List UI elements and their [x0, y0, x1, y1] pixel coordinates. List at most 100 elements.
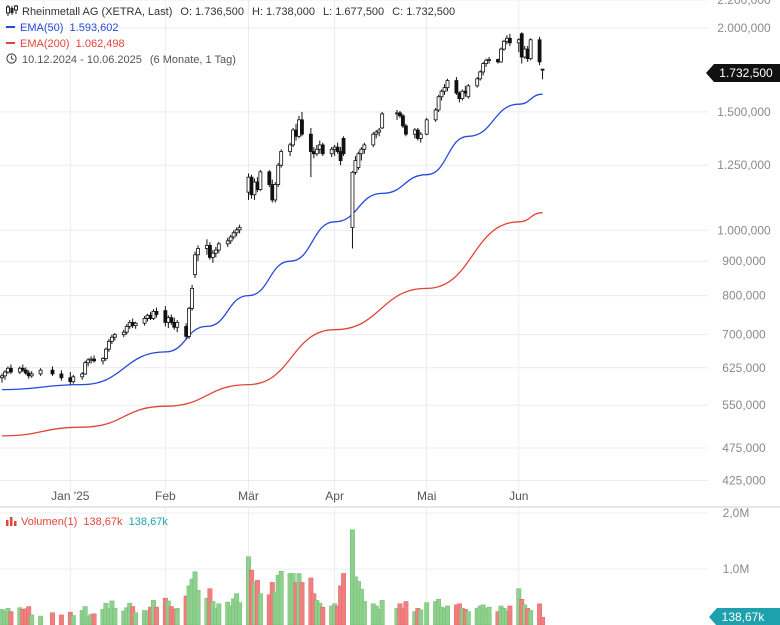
volume-bar [540, 616, 545, 625]
legend-ohlc: Rheinmetall AG (XETRA, Last) O: 1.736,500… [6, 4, 455, 20]
candle-body [50, 369, 55, 375]
period-label: (6 Monate, 1 Tag) [149, 54, 236, 66]
candle-body [481, 63, 486, 73]
date-range: 10.12.2024 - 10.06.2025 [22, 54, 142, 66]
chart-grid [0, 0, 708, 491]
volume-bar [403, 601, 409, 625]
candle-body [353, 160, 358, 173]
candle-body [205, 245, 209, 249]
candle-body [38, 369, 43, 375]
candle-body [216, 243, 221, 251]
candle-chart-icon [6, 5, 18, 16]
volume-bar [418, 609, 424, 625]
candle-body [0, 375, 4, 379]
candle-body [249, 176, 254, 196]
candle-body [109, 336, 114, 342]
y-tick-label: 800,000 [722, 289, 766, 303]
instrument-title: Rheinmetall AG (XETRA, Last) [22, 6, 173, 18]
volume-bar [38, 615, 44, 625]
volume-value-red: 138,67k [83, 516, 123, 528]
candle-body [228, 236, 233, 242]
candle-body [207, 245, 212, 258]
candle-body [258, 171, 263, 190]
price-badge-shape [706, 64, 780, 82]
ema200-value: 1.062,498 [75, 38, 125, 50]
y-tick-label: 1.000,000 [717, 223, 771, 237]
volume-bar [133, 612, 139, 625]
volume-bar [216, 603, 222, 625]
candle-body [466, 85, 471, 98]
candle-body [350, 171, 355, 228]
candle-body [377, 129, 382, 133]
high-value: H: 1.738,000 [252, 6, 315, 18]
volume-badge-shape [709, 608, 780, 625]
candle-body [107, 341, 111, 350]
candle-body [142, 318, 147, 324]
candle-body [359, 148, 364, 155]
candle-body [196, 248, 200, 256]
legend-ema50: EMA(50) 1.593,602 [6, 20, 118, 36]
candle-body [92, 358, 96, 362]
candle-body [463, 90, 468, 94]
candle-body [104, 348, 108, 359]
candle-body [338, 151, 343, 161]
candle-body [68, 377, 73, 383]
candle-body [424, 119, 429, 135]
volume-bar [299, 582, 305, 625]
volume-bar [320, 606, 326, 625]
candle-body [279, 151, 284, 166]
ema200-layer [1, 212, 543, 437]
candle-body [148, 314, 153, 319]
candle-body [525, 48, 530, 60]
y-tick-label: 900,000 [722, 254, 766, 268]
candle-body [145, 314, 150, 319]
candle-body [412, 129, 417, 135]
volume-bar [8, 611, 14, 625]
candle-body [246, 176, 251, 193]
candle-body [166, 317, 171, 323]
candle-body [454, 80, 459, 94]
volume-badge-text: 138,67k [722, 610, 766, 624]
candle-body [133, 322, 138, 327]
y-tick-label: 700,000 [722, 328, 766, 342]
candle-body [121, 331, 126, 336]
candle-body [172, 322, 177, 328]
candle-body [522, 48, 527, 58]
volume-bar [70, 615, 76, 625]
volume-bar [465, 611, 471, 625]
volume-bars-icon [6, 517, 17, 526]
volume-bar [528, 610, 534, 625]
volume-bar-layer [0, 529, 545, 625]
legend-ema200: EMA(200) 1.062,498 [6, 36, 125, 52]
volume-bar [174, 607, 180, 625]
volume-bar [237, 602, 243, 625]
candle-body [356, 153, 361, 168]
candle-body [439, 90, 444, 98]
candle-body [374, 131, 379, 135]
volume-tick-label: 1,0M [723, 562, 750, 576]
candle-body [436, 96, 441, 111]
y-tick-label: 625,000 [722, 361, 766, 375]
ema50-layer [1, 93, 543, 391]
candle-body [29, 373, 34, 377]
candle-body [267, 171, 272, 185]
candle-body [401, 115, 405, 127]
candle-body [237, 227, 242, 231]
y-tick-label: 1.250,000 [717, 158, 771, 172]
candle-body [23, 369, 28, 374]
legend-volume: Volumen(1) 138,67k 138,67k [6, 514, 168, 530]
candle-body [154, 311, 159, 315]
candle-body [395, 112, 399, 115]
candle-body [175, 322, 180, 328]
volume-value-teal: 138,67k [128, 516, 168, 528]
volume-bar [341, 573, 347, 625]
candle-body [457, 92, 462, 100]
x-tick-label: Apr [325, 489, 344, 503]
ema200-line [1, 212, 543, 437]
x-tick-label: Mär [238, 489, 259, 503]
candle-body [297, 119, 301, 137]
candle-body [487, 59, 491, 61]
candle-body [341, 138, 346, 155]
candle-body [276, 164, 281, 185]
